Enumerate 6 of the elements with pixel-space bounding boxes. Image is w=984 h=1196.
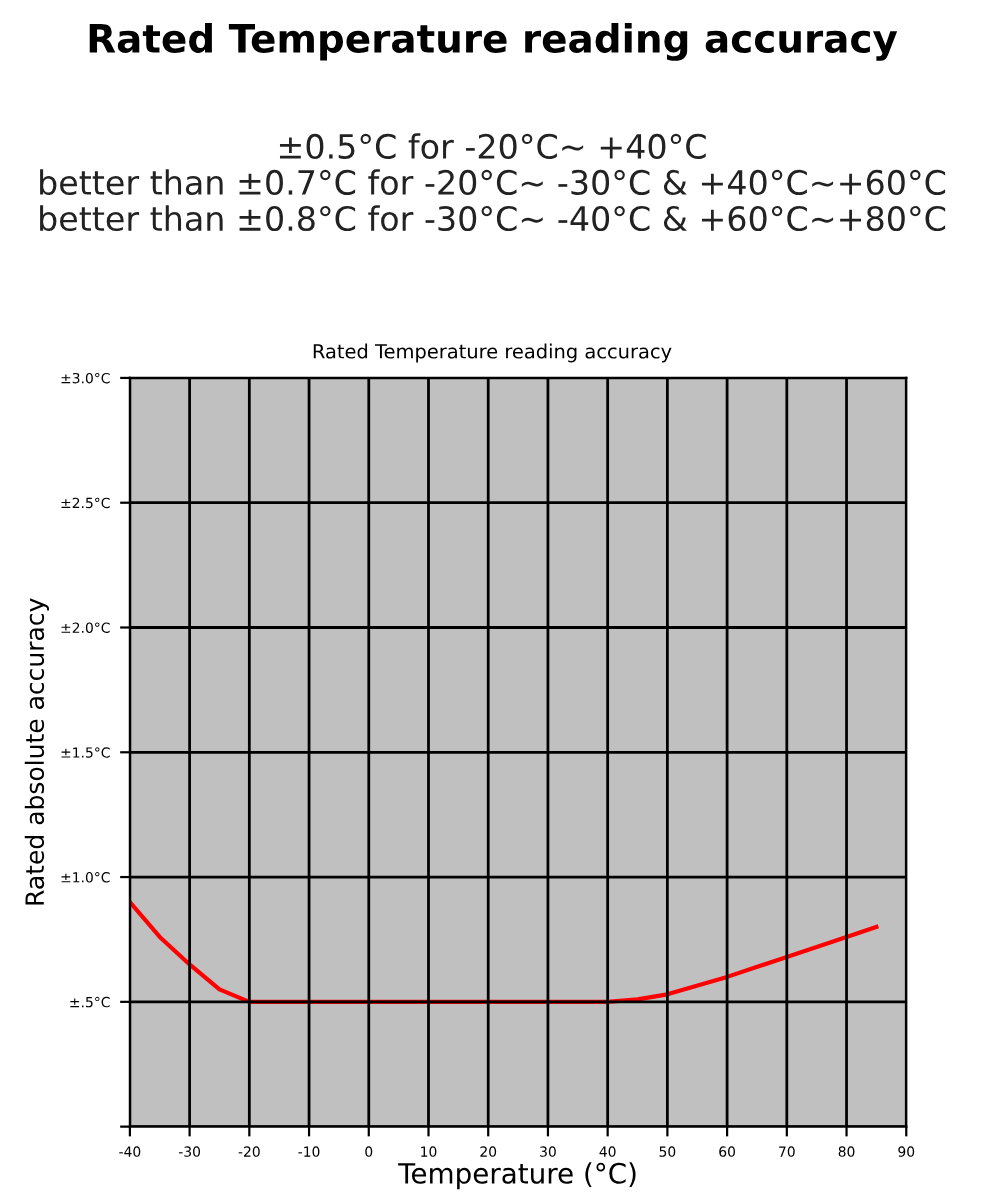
x-axis-title: Temperature (°C)	[398, 1162, 636, 1190]
chart-title: Rated Temperature reading accuracy	[89, 22, 898, 61]
line-series	[129, 899, 879, 1004]
text: Rated Temperature reading accuracy	[313, 343, 672, 363]
chart-subtitle: ±0.5°C for -20°C~ +40°C better than ±0.7°C for -20°C~ -30°C & +40°C~+60°C better than ±0.8°C for -30°C~ -40°C & +60°C~+80°C	[40, 133, 946, 232]
y-axis-title: Rated absolute accuracy	[24, 598, 49, 905]
